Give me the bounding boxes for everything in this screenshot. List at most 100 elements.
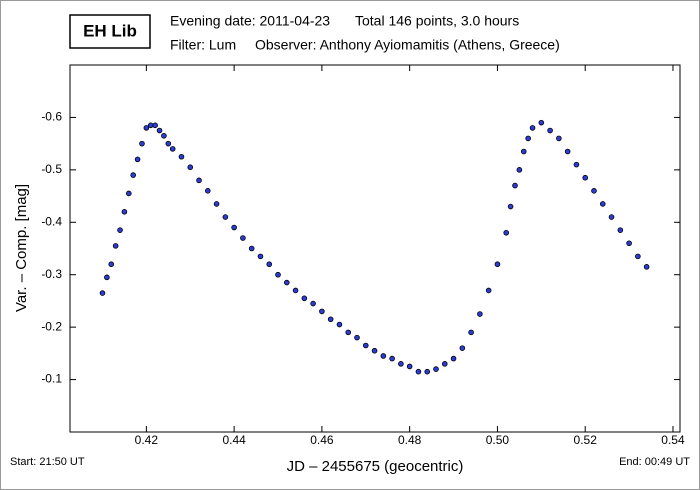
- data-point: [380, 353, 387, 359]
- data-point: [582, 174, 589, 181]
- data-point: [108, 261, 115, 268]
- y-tick-label: -0.6: [41, 110, 62, 124]
- data-point: [398, 361, 404, 367]
- x-tick-label: 0.48: [398, 433, 422, 447]
- end-label: End: 00:49 UT: [619, 456, 690, 468]
- data-point: [529, 125, 536, 131]
- plot-area: [69, 64, 681, 433]
- data-point: [327, 316, 334, 323]
- data-point: [165, 140, 172, 147]
- data-point: [643, 264, 650, 270]
- data-point: [143, 125, 150, 131]
- data-point: [345, 329, 352, 336]
- data-point: [459, 345, 466, 351]
- y-axis-label: Var. – Comp. [mag]: [13, 184, 30, 312]
- y-tick-label: -0.1: [41, 372, 62, 386]
- data-point: [169, 146, 176, 152]
- x-tick-label: 0.44: [222, 433, 246, 447]
- data-point: [240, 235, 246, 241]
- data-point: [525, 135, 531, 142]
- data-point: [538, 119, 545, 126]
- data-point: [433, 366, 439, 372]
- header-date: Evening date: 2011-04-23: [170, 13, 330, 29]
- data-point: [134, 156, 141, 163]
- data-point: [117, 227, 123, 233]
- x-axis-label: JD – 2455675 (geocentric): [287, 458, 464, 475]
- header-points: Total 146 points, 3.0 hours: [355, 13, 519, 29]
- data-point: [477, 311, 483, 317]
- title-box: [69, 14, 151, 49]
- y-tick-label: -0.2: [41, 319, 62, 333]
- data-point: [441, 361, 448, 367]
- data-point: [121, 209, 128, 215]
- y-tick-label: -0.5: [41, 162, 62, 176]
- data-point: [301, 295, 308, 302]
- data-point: [354, 334, 360, 341]
- data-point: [591, 188, 597, 194]
- y-tick-label: -0.3: [41, 267, 62, 281]
- data-point: [139, 140, 145, 147]
- data-point: [283, 279, 290, 286]
- data-point: [130, 172, 136, 178]
- data-point: [371, 347, 378, 354]
- data-point: [608, 214, 615, 220]
- data-point: [485, 287, 492, 294]
- header-filter: Filter: Lum: [170, 37, 236, 53]
- data-point: [213, 201, 220, 207]
- data-point: [99, 290, 106, 296]
- data-point: [310, 300, 316, 307]
- data-point: [161, 132, 167, 139]
- data-point: [635, 253, 641, 260]
- data-point: [494, 261, 501, 268]
- data-point: [104, 274, 110, 281]
- data-point: [547, 127, 553, 134]
- data-point: [336, 321, 343, 328]
- data-point: [187, 164, 194, 171]
- start-label: Start: 21:50 UT: [10, 456, 85, 468]
- x-tick-label: 0.52: [574, 433, 598, 447]
- data-point: [626, 240, 632, 247]
- data-point: [178, 153, 185, 160]
- data-point: [415, 368, 422, 375]
- data-point: [516, 167, 523, 173]
- data-point: [156, 127, 163, 134]
- data-point: [503, 229, 510, 236]
- data-point: [507, 203, 514, 210]
- data-point: [468, 329, 474, 336]
- data-point: [450, 355, 457, 362]
- data-point: [362, 342, 369, 349]
- data-point: [126, 190, 132, 197]
- data-point: [424, 368, 431, 375]
- data-point: [292, 287, 299, 294]
- data-point: [564, 148, 571, 155]
- data-point: [196, 177, 202, 184]
- data-point: [406, 363, 413, 370]
- data-point: [231, 224, 237, 231]
- data-point: [204, 188, 211, 194]
- data-point: [112, 243, 119, 249]
- data-point: [512, 182, 518, 189]
- data-point: [248, 245, 255, 252]
- data-point: [573, 161, 580, 168]
- data-point: [222, 214, 229, 220]
- data-point: [389, 355, 395, 362]
- data-point: [319, 308, 325, 315]
- chart-title: EH Lib: [83, 21, 137, 40]
- data-point: [520, 148, 527, 155]
- data-point: [152, 122, 158, 129]
- x-tick-label: 0.54: [661, 433, 685, 447]
- x-tick-label: 0.50: [486, 433, 510, 447]
- data-point: [556, 135, 562, 142]
- data-point: [257, 253, 264, 260]
- y-tick-label: -0.4: [41, 214, 62, 228]
- x-tick-label: 0.42: [135, 433, 159, 447]
- data-point: [266, 261, 273, 268]
- data-point: [599, 201, 606, 207]
- data-point: [617, 227, 624, 233]
- data-point: [275, 271, 281, 278]
- header-observer: Observer: Anthony Ayiomamitis (Athens, G…: [255, 37, 560, 53]
- x-tick-label: 0.46: [310, 433, 334, 447]
